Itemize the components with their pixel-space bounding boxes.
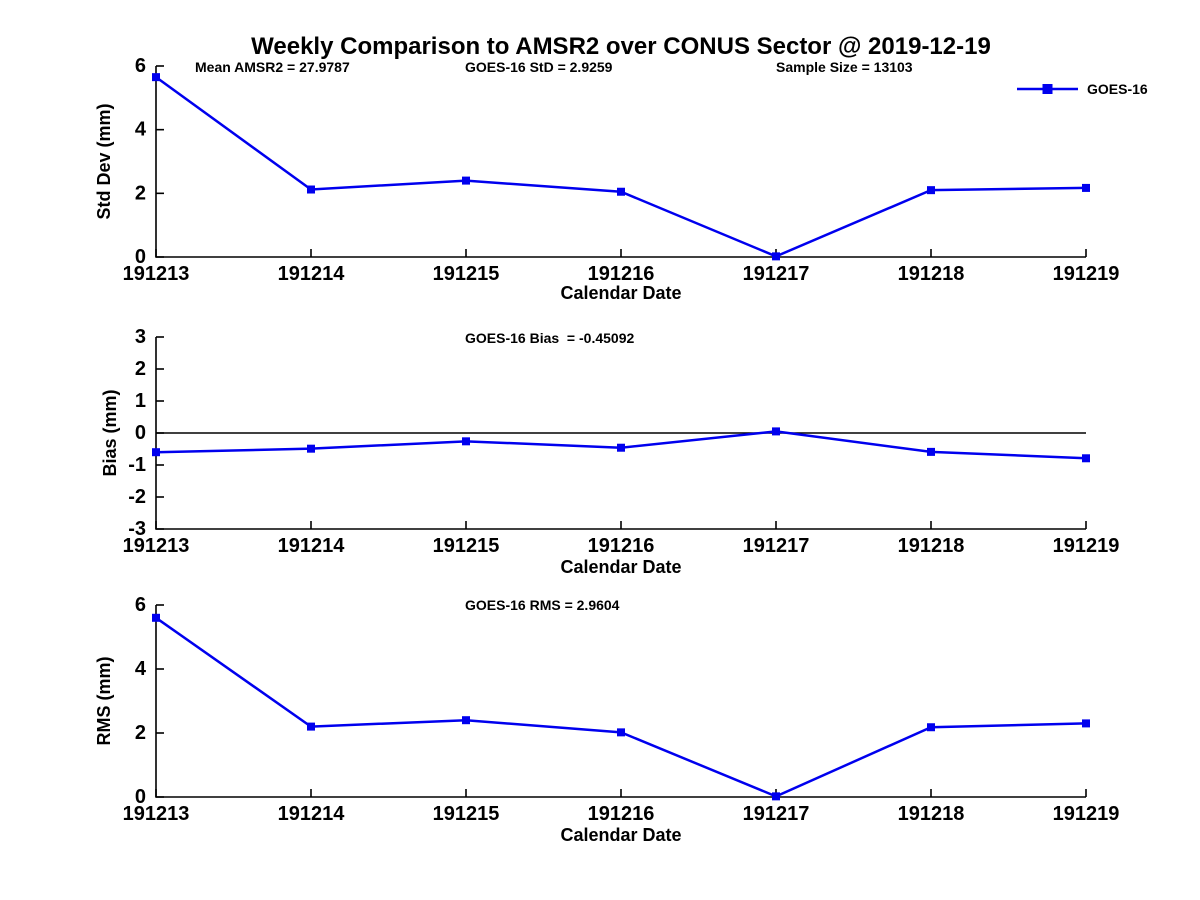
data-point-marker [1082,183,1090,192]
data-point-marker [152,73,160,82]
axis-frame [155,605,1086,798]
y-tick-label: -3 [128,518,146,540]
y-tick-label: 2 [135,722,146,744]
x-tick-label: 191213 [123,535,190,557]
y-tick-label: 3 [135,326,146,348]
data-point-marker [617,728,625,737]
y-tick-label: 4 [135,119,147,141]
x-tick-label: 191213 [123,263,190,285]
y-tick-label: 0 [135,422,146,444]
y-tick-label: 0 [135,246,146,268]
axis-frame [155,66,1086,258]
y-axis-label: Std Dev (mm) [94,103,114,219]
legend: GOES-16 [1017,81,1148,97]
data-point-marker [772,792,780,801]
x-axis-label: Calendar Date [560,825,681,845]
x-tick-label: 191214 [278,803,346,825]
x-tick-label: 191218 [898,803,965,825]
x-tick-label: 191216 [588,263,655,285]
x-tick-label: 191214 [278,263,346,285]
annotation-text: GOES-16 Bias = -0.45092 [465,330,634,346]
y-tick-label: -2 [128,486,146,508]
x-tick-label: 191217 [743,803,810,825]
x-tick-label: 191213 [123,803,190,825]
data-point-marker [617,443,625,452]
y-tick-label: 6 [135,594,146,616]
x-axis-label: Calendar Date [560,283,681,303]
x-tick-label: 191216 [588,535,655,557]
legend-marker-sample [1042,84,1053,94]
data-point-marker [1082,719,1090,728]
data-point-marker [152,448,160,457]
data-point-marker [307,185,315,194]
annotation-text: GOES-16 StD = 2.9259 [465,59,613,75]
annotation-text: Mean AMSR2 = 27.9787 [195,59,350,75]
x-axis-label: Calendar Date [560,557,681,577]
data-point-marker [617,187,625,196]
y-tick-label: 6 [135,55,146,77]
data-point-marker [772,427,780,436]
y-axis-label: Bias (mm) [100,389,120,476]
data-point-marker [307,444,315,453]
data-point-marker [462,176,470,185]
annotation-text: GOES-16 RMS = 2.9604 [465,597,620,613]
y-axis-label: RMS (mm) [94,656,114,745]
subplot-rms: 0 2 4 6 191213 191214 191215 191216 191217 191218… [94,594,1119,845]
data-point-marker [927,447,935,456]
x-tick-label: 191218 [898,263,965,285]
data-point-marker [927,186,935,195]
x-tick-label: 191219 [1053,263,1120,285]
data-point-marker [462,716,470,725]
y-tick-label: -1 [128,454,146,476]
x-tick-label: 191217 [743,263,810,285]
x-tick-label: 191219 [1053,803,1120,825]
y-tick-label: 2 [135,358,146,380]
subplot-bias: -3 -2 -1 0 1 2 3 191213 191214 191215 191216 191217… [100,326,1119,577]
data-point-marker [307,722,315,731]
y-tick-label: 1 [135,390,146,412]
data-point-marker [462,437,470,446]
data-point-marker [772,252,780,261]
y-tick-label: 2 [135,182,146,204]
x-tick-label: 191214 [278,535,346,557]
x-tick-label: 191218 [898,535,965,557]
y-tick-label: 0 [135,786,146,808]
data-point-marker [927,723,935,732]
x-tick-label: 191215 [433,263,500,285]
x-tick-label: 191219 [1053,535,1120,557]
x-tick-label: 191217 [743,535,810,557]
data-point-marker [152,613,160,622]
legend-label: GOES-16 [1087,81,1148,97]
subplot-std-dev: 0 2 4 6 191213 191214 191215 191216 191217 191218… [94,55,1119,303]
chart-title: Weekly Comparison to AMSR2 over CONUS Se… [251,33,991,60]
annotation-text: Sample Size = 13103 [776,59,913,75]
x-tick-label: 191215 [433,803,500,825]
series-line [155,76,1087,258]
x-tick-label: 191216 [588,803,655,825]
data-point-marker [1082,454,1090,463]
x-tick-label: 191215 [433,535,500,557]
y-tick-label: 4 [135,658,147,680]
series-line [155,616,1087,798]
